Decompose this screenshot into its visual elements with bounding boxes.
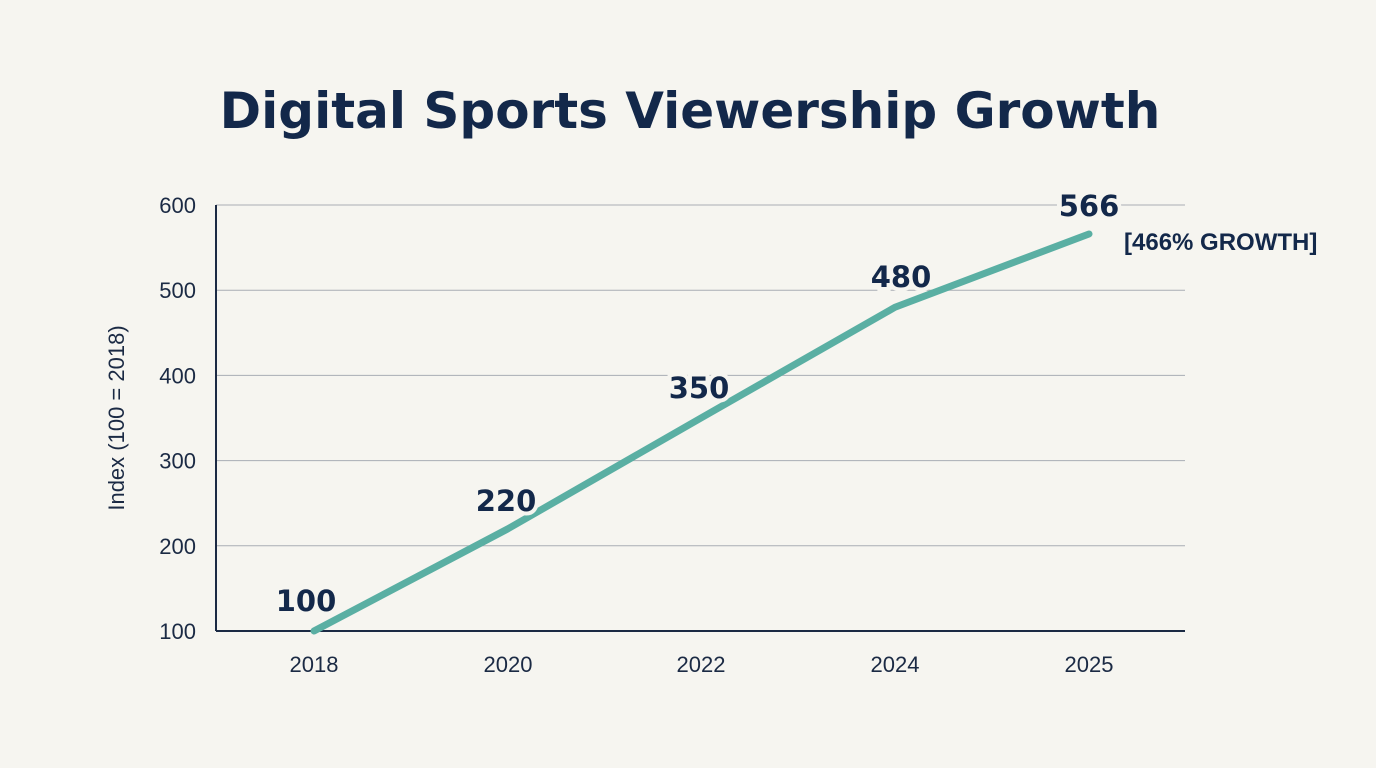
growth-annotation: [466% GROWTH] (1124, 229, 1317, 256)
data-label: 100 (276, 584, 337, 618)
x-tick-label: 2024 (871, 652, 920, 677)
x-tick-label: 2018 (290, 652, 339, 677)
y-tick-label: 200 (159, 534, 196, 559)
y-tick-label: 400 (159, 363, 196, 388)
x-tick-label: 2020 (484, 652, 533, 677)
x-tick-label: 2022 (677, 652, 726, 677)
y-tick-label: 600 (159, 193, 196, 218)
data-label: 480 (871, 260, 932, 294)
chart-title: Digital Sports Viewership Growth (220, 82, 1161, 140)
data-label: 566 (1059, 189, 1120, 223)
y-axis-label: Index (100 = 2018) (104, 325, 129, 510)
y-tick-label: 100 (159, 619, 196, 644)
data-label: 350 (669, 371, 730, 405)
y-tick-label: 300 (159, 449, 196, 474)
x-tick-label: 2025 (1065, 652, 1114, 677)
y-tick-label: 500 (159, 278, 196, 303)
data-line (310, 230, 1093, 635)
data-label: 220 (476, 484, 537, 518)
